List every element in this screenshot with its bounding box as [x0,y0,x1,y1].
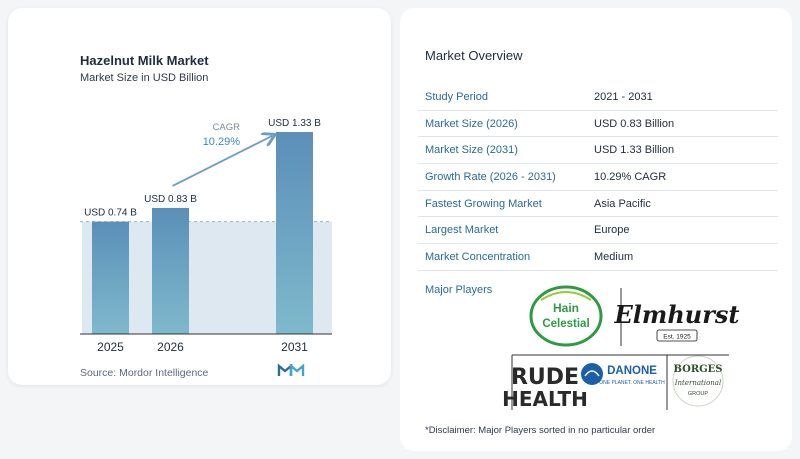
chart-subtitle: Market Size in USD Billion [80,72,209,84]
data-label-2026: USD 0.83 B [144,194,197,205]
hain-logo-text-2: Celestial [542,318,589,330]
rude-logo-text-2: HEALTH [502,387,588,411]
elmhurst-logo: Elmhurst Est. 1925 [614,300,740,342]
row-label: Market Concentration [425,250,531,263]
elmhurst-est-text: Est. 1925 [663,334,691,341]
overview-row: Market Size (2026) USD 0.83 Billion [418,111,778,138]
borges-logo: BORGES International GROUP [672,355,724,407]
row-value: Medium [594,250,634,263]
rude-logo-text-1: RUDE [511,365,579,390]
hain-logo-text-1: Hain [553,301,579,315]
row-label: Fastest Growing Market [425,197,542,210]
bar-2031 [276,132,313,334]
data-label-2031: USD 1.33 B [268,118,321,129]
danone-logo: DANONE ONE PLANET. ONE HEALTH [578,358,666,392]
hain-celestial-logo: Hain Celestial [529,285,603,347]
overview-table: Study Period 2021 - 2031 Market Size (202… [418,84,778,271]
bar-2025 [92,221,129,334]
tick-label-2031: 2031 [281,340,308,354]
danone-tagline: ONE PLANET. ONE HEALTH [599,380,665,386]
cagr-label: CAGR [213,122,241,133]
cagr-value: 10.29% [203,136,241,148]
row-value: Asia Pacific [594,197,651,210]
overview-row: Fastest Growing Market Asia Pacific [418,191,778,218]
row-value: 2021 - 2031 [594,90,653,103]
row-label: Study Period [425,90,488,103]
bar-chart: USD 0.74 B 2025 USD 0.83 B 2026 USD 1.33 B 20… [80,118,332,354]
major-players-label: Major Players [425,284,493,296]
data-label-2025: USD 0.74 B [84,208,137,219]
borges-logo-text-2: International [674,379,721,387]
tick-label-2026: 2026 [157,340,184,354]
borges-logo-text-1: BORGES [673,364,722,375]
row-value: USD 1.33 Billion [594,144,675,157]
source-note: Source: Mordor Intelligence [80,367,209,379]
overview-row: Study Period 2021 - 2031 [418,84,778,111]
cagr-arrow [172,136,273,187]
danone-logo-text: DANONE [607,365,657,377]
elmhurst-logo-text: Elmhurst [614,300,740,329]
chart-title: Hazelnut Milk Market [80,53,209,68]
bar-2026 [152,207,189,334]
borges-logo-text-3: GROUP [688,391,709,397]
row-value: Europe [594,224,630,237]
row-label: Market Size (2026) [425,117,518,130]
row-label: Largest Market [425,224,499,237]
disclaimer: *Disclaimer: Major Players sorted in no … [425,425,656,436]
rude-health-logo: RUDE HEALTH [502,365,588,411]
overview-row: Market Size (2031) USD 1.33 Billion [418,137,778,165]
row-value: 10.29% CAGR [594,170,667,183]
overview-row: Growth Rate (2026 - 2031) 10.29% CAGR [418,164,778,191]
row-label: Growth Rate (2026 - 2031) [425,170,556,183]
row-value: USD 0.83 Billion [594,117,675,130]
tick-label-2025: 2025 [97,340,124,354]
overview-row: Largest Market Europe [418,217,778,245]
overview-row: Market Concentration Medium [418,244,778,271]
overview-title: Market Overview [425,48,523,63]
row-label: Market Size (2031) [425,144,518,157]
